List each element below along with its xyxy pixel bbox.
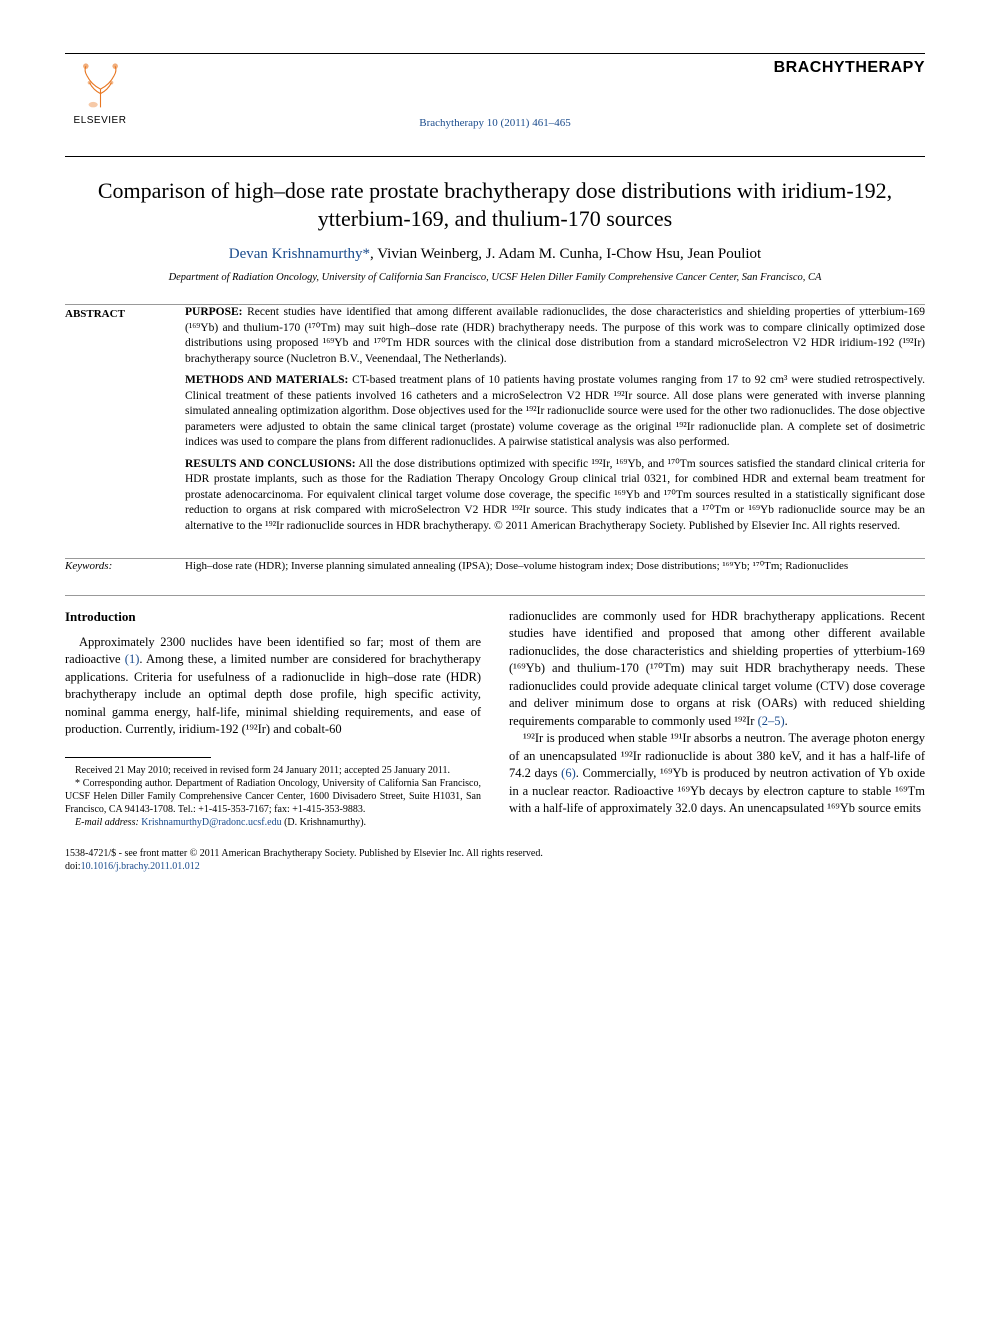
left-column: Introduction Approximately 2300 nuclides… [65,608,481,829]
intro-p2b: . [785,714,788,728]
abstract-content: PURPOSE: Recent studies have identified … [185,305,925,540]
methods-head: METHODS AND MATERIALS: [185,374,348,386]
keywords-row: Keywords: High–dose rate (HDR); Inverse … [65,559,925,574]
footnote-email: E-mail address: KrishnamurthyD@radonc.uc… [65,816,481,829]
abstract-block: ABSTRACT PURPOSE: Recent studies have id… [65,305,925,540]
footnotes: Received 21 May 2010; received in revise… [65,764,481,829]
keywords-label: Keywords: [65,559,185,574]
intro-p2: radionuclides are commonly used for HDR … [509,608,925,731]
keywords-text: High–dose rate (HDR); Inverse planning s… [185,559,925,574]
publisher-logo-text: ELSEVIER [74,114,127,128]
footnote-received: Received 21 May 2010; received in revise… [65,764,481,777]
abstract-methods: METHODS AND MATERIALS: CT-based treatmen… [185,373,925,451]
doi-label: doi: [65,861,81,872]
abstract-purpose: PURPOSE: Recent studies have identified … [185,305,925,367]
introduction-heading: Introduction [65,608,481,626]
affiliation: Department of Radiation Oncology, Univer… [65,271,925,286]
citation-line: Brachytherapy 10 (2011) 461–465 [65,116,925,131]
journal-name: BRACHYTHERAPY [774,57,925,79]
ref-link-1[interactable]: (1) [125,652,140,666]
header-rule [65,156,925,157]
copyright-line: 1538-4721/$ - see front matter © 2011 Am… [65,847,925,860]
abstract-results: RESULTS AND CONCLUSIONS: All the dose di… [185,457,925,535]
email-link[interactable]: KrishnamurthyD@radonc.ucsf.edu [141,817,281,828]
bottom-info: 1538-4721/$ - see front matter © 2011 Am… [65,847,925,873]
star-icon: * [363,246,371,262]
results-head: RESULTS AND CONCLUSIONS: [185,458,356,470]
authors-line: Devan Krishnamurthy*, Vivian Weinberg, J… [65,244,925,265]
email-tail: (D. Krishnamurthy). [282,817,366,828]
footnote-rule [65,757,211,758]
intro-p3: ¹⁹²Ir is produced when stable ¹⁹¹Ir abso… [509,730,925,818]
doi-link[interactable]: 10.1016/j.brachy.2011.01.012 [81,861,200,872]
keywords-bottom-rule [65,595,925,596]
purpose-text: Recent studies have identified that amon… [185,306,925,365]
purpose-head: PURPOSE: [185,306,243,318]
abstract-label: ABSTRACT [65,305,185,540]
ref-link-3[interactable]: (6) [561,766,576,780]
intro-p2a: radionuclides are commonly used for HDR … [509,609,925,728]
intro-p1: Approximately 2300 nuclides have been id… [65,634,481,739]
body-columns: Introduction Approximately 2300 nuclides… [65,608,925,829]
publisher-logo-block: ELSEVIER [65,57,135,128]
top-rule [65,53,925,54]
doi-line: doi:10.1016/j.brachy.2011.01.012 [65,860,925,873]
footnote-corresponding: * Corresponding author. Department of Ra… [65,777,481,816]
email-label: E-mail address: [75,817,141,828]
other-authors: , Vivian Weinberg, J. Adam M. Cunha, I-C… [370,246,761,262]
article-title: Comparison of high–dose rate prostate br… [95,177,895,232]
right-column: radionuclides are commonly used for HDR … [509,608,925,829]
ref-link-2[interactable]: (2–5) [758,714,785,728]
elsevier-tree-icon [73,57,128,112]
corresponding-author[interactable]: Devan Krishnamurthy [229,246,363,262]
